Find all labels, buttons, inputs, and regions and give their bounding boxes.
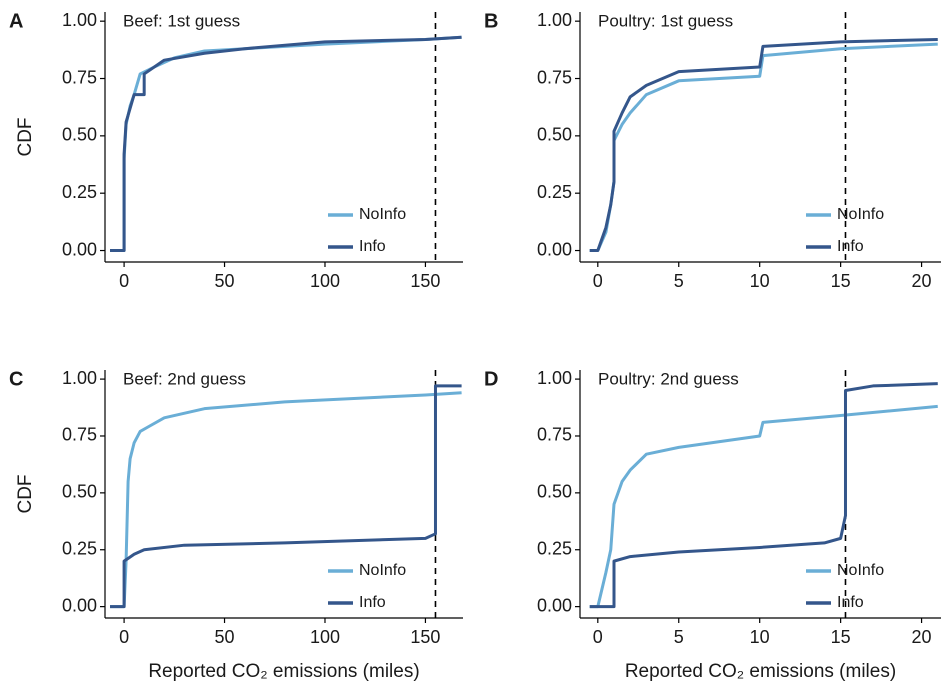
x-tick-label: 5 <box>674 271 684 291</box>
panel-title: Beef: 2nd guess <box>123 369 246 388</box>
y-tick-label: 0.25 <box>537 538 572 558</box>
x-tick-label: 10 <box>750 627 770 647</box>
panel-title: Poultry: 1st guess <box>598 11 733 30</box>
x-tick-label: 150 <box>410 627 440 647</box>
y-tick-label: 0.75 <box>537 67 572 87</box>
x-tick-label: 50 <box>215 271 235 291</box>
panel: 0.00 0.25 0.50 0.75 1.00 0 5 10 15 20 NoInfo Info Po… <box>484 10 941 291</box>
x-tick-label: 0 <box>119 627 129 647</box>
y-tick-label: 0.50 <box>62 482 97 502</box>
legend-label: NoInfo <box>359 206 406 223</box>
x-tick-label: 5 <box>674 627 684 647</box>
y-tick-label: 0.75 <box>537 425 572 445</box>
y-tick-label: 0.25 <box>62 538 97 558</box>
legend-label: Info <box>359 238 386 255</box>
y-tick-label: 0.25 <box>537 182 572 202</box>
legend-label: Info <box>837 238 864 255</box>
x-tick-label: 100 <box>310 627 340 647</box>
y-axis-title: CDF <box>15 117 36 156</box>
panel-title: Beef: 1st guess <box>123 11 240 30</box>
x-tick-label: 10 <box>750 271 770 291</box>
x-tick-label: 0 <box>593 271 603 291</box>
legend-label: Info <box>837 594 864 611</box>
y-tick-label: 0.50 <box>62 125 97 145</box>
y-tick-label: 0.00 <box>537 595 572 615</box>
y-tick-label: 0.00 <box>62 239 97 259</box>
x-tick-label: 20 <box>912 271 932 291</box>
cdf-line <box>589 42 938 253</box>
cdf-line <box>110 35 462 253</box>
y-tick-label: 0.00 <box>537 239 572 259</box>
y-tick-label: 0.50 <box>537 482 572 502</box>
legend-label: Info <box>359 594 386 611</box>
legend-label: NoInfo <box>837 562 884 579</box>
panel: 0.00 0.25 0.50 0.75 1.00 0 50 100 150 NoInfo Info B… <box>9 10 463 291</box>
cdf-line <box>110 391 462 609</box>
panel-letter: D <box>484 368 498 390</box>
panel-letter: A <box>9 10 23 32</box>
cdf-line <box>589 404 938 609</box>
y-tick-label: 1.00 <box>62 368 97 388</box>
legend-label: NoInfo <box>837 206 884 223</box>
x-tick-label: 0 <box>119 271 129 291</box>
y-tick-label: 0.75 <box>62 425 97 445</box>
x-tick-label: 20 <box>912 627 932 647</box>
panel: 0.00 0.25 0.50 0.75 1.00 0 5 10 15 20 NoInfo Info Po… <box>484 368 941 682</box>
cdf-line <box>110 35 462 253</box>
x-tick-label: 50 <box>215 627 235 647</box>
x-axis-title: Reported CO₂ emissions (miles) <box>148 661 419 682</box>
y-axis-title: CDF <box>15 474 36 513</box>
legend-label: NoInfo <box>359 562 406 579</box>
cdf-line <box>589 382 938 609</box>
plot-area <box>589 38 938 253</box>
y-tick-label: 0.25 <box>62 182 97 202</box>
x-axis-title: Reported CO₂ emissions (miles) <box>625 661 896 682</box>
plot-area <box>110 384 462 609</box>
x-tick-label: 100 <box>310 271 340 291</box>
y-tick-label: 0.75 <box>62 67 97 87</box>
y-tick-label: 1.00 <box>537 368 572 388</box>
plot-area <box>110 35 462 253</box>
cdf-line <box>110 384 462 609</box>
x-tick-label: 15 <box>831 627 851 647</box>
x-tick-label: 15 <box>831 271 851 291</box>
y-tick-label: 1.00 <box>62 10 97 30</box>
y-tick-label: 1.00 <box>537 10 572 30</box>
panel: 0.00 0.25 0.50 0.75 1.00 0 50 100 150 NoInfo Info B… <box>9 368 463 682</box>
panel-title: Poultry: 2nd guess <box>598 369 739 388</box>
cdf-line <box>589 38 938 253</box>
y-tick-label: 0.00 <box>62 595 97 615</box>
panel-letter: C <box>9 368 23 390</box>
panel-letter: B <box>484 10 498 32</box>
x-tick-label: 150 <box>410 271 440 291</box>
plot-area <box>589 382 938 609</box>
y-tick-label: 0.50 <box>537 125 572 145</box>
x-tick-label: 0 <box>593 627 603 647</box>
